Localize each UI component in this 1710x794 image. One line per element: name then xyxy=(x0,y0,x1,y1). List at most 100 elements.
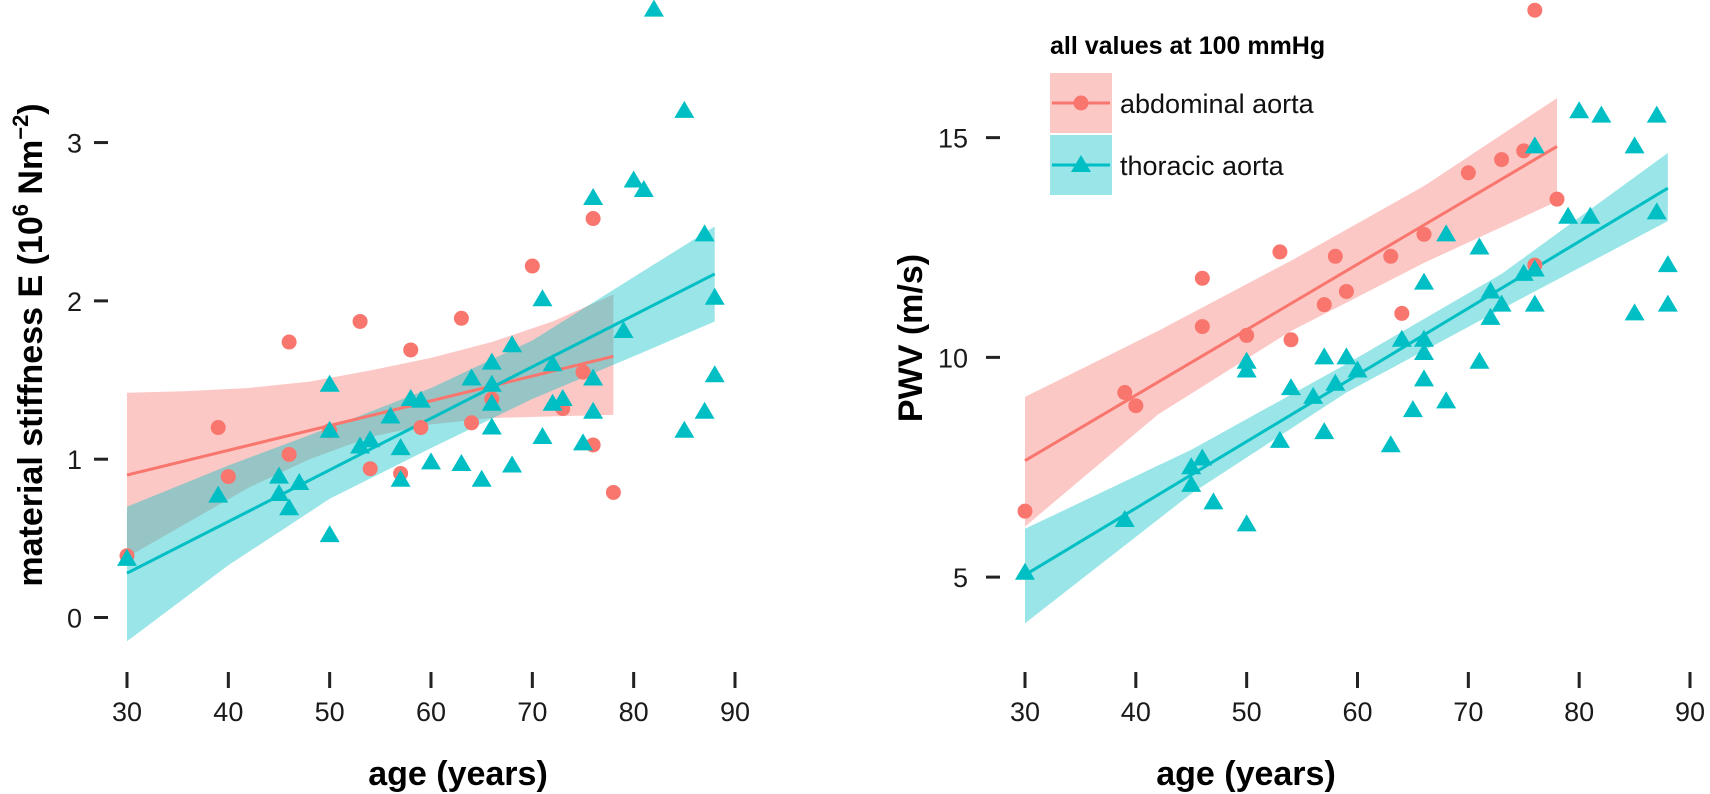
right-points xyxy=(1015,2,1678,580)
left-point-thoracic xyxy=(643,0,664,17)
left-point-thoracic xyxy=(542,393,563,411)
right-point-abdominal xyxy=(1128,398,1144,414)
right-fit-abdominal xyxy=(1024,145,1558,462)
left-point-thoracic xyxy=(461,368,482,386)
left-y-tick-label: 2 xyxy=(67,287,82,317)
left-point-thoracic xyxy=(390,469,411,487)
right-point-thoracic xyxy=(1414,369,1434,387)
right-point-thoracic xyxy=(1314,347,1335,365)
left-x-tick-label: 70 xyxy=(517,697,547,727)
right-point-thoracic xyxy=(1480,281,1501,299)
right-point-abdominal xyxy=(1017,503,1033,519)
left-point-abdominal xyxy=(575,364,591,380)
right-x-tick-label: 40 xyxy=(1121,697,1151,727)
right-point-thoracic xyxy=(1657,294,1678,312)
right-point-thoracic xyxy=(1236,360,1257,378)
right-x-tick-label: 70 xyxy=(1453,697,1483,727)
right-y-tick-label: 10 xyxy=(938,343,968,373)
left-point-thoracic xyxy=(360,430,381,448)
left-points xyxy=(117,0,725,566)
right-point-abdominal xyxy=(1460,165,1476,181)
right-point-thoracic xyxy=(1469,237,1490,255)
right-point-thoracic xyxy=(1325,373,1346,391)
left-x-tick-label: 60 xyxy=(416,697,446,727)
left-point-thoracic xyxy=(208,485,229,503)
left-point-abdominal xyxy=(585,211,601,227)
right-point-thoracic xyxy=(1480,307,1501,325)
left-y-axis-title: material stiffness E (106 Nm−2) xyxy=(8,103,50,586)
right-point-abdominal xyxy=(1549,191,1565,207)
left-point-thoracic xyxy=(502,455,523,473)
right-point-thoracic xyxy=(1591,105,1612,123)
right-point-thoracic xyxy=(1181,457,1202,475)
right-panel: 5 10 15 30 40 50 60 70 80 90 age (years) PWV (m/… xyxy=(892,2,1705,793)
right-point-thoracic xyxy=(1314,422,1335,440)
right-x-tick-label: 90 xyxy=(1675,697,1705,727)
left-point-thoracic xyxy=(704,287,725,305)
left-point-thoracic xyxy=(674,420,695,438)
left-point-thoracic xyxy=(532,289,553,307)
legend-title: all values at 100 mmHg xyxy=(1050,32,1325,60)
right-point-thoracic xyxy=(1380,435,1401,453)
right-point-thoracic xyxy=(1513,263,1534,281)
right-y-axis: 5 10 15 xyxy=(938,124,1000,593)
left-point-thoracic xyxy=(502,335,523,353)
right-bands xyxy=(1025,98,1668,624)
right-point-thoracic xyxy=(1436,391,1457,409)
left-point-thoracic xyxy=(269,484,289,502)
right-point-abdominal xyxy=(1272,244,1288,260)
right-x-tick-label: 80 xyxy=(1564,697,1594,727)
right-point-thoracic xyxy=(1436,224,1457,242)
right-point-thoracic xyxy=(1657,255,1678,273)
right-x-tick-label: 60 xyxy=(1342,697,1372,727)
legend: all values at 100 mmHg abdominal aorta t… xyxy=(1050,32,1325,195)
left-point-thoracic xyxy=(552,389,573,407)
right-point-abdominal xyxy=(1338,283,1354,299)
left-point-thoracic xyxy=(380,406,401,424)
left-point-thoracic xyxy=(704,365,725,383)
right-point-thoracic xyxy=(1303,386,1324,404)
left-point-abdominal xyxy=(281,334,297,350)
left-y-axis-title-sup: 6 xyxy=(8,204,33,216)
right-x-axis: 30 40 50 60 70 80 90 xyxy=(1010,672,1705,727)
left-point-thoracic xyxy=(481,393,502,411)
right-point-thoracic xyxy=(1269,430,1290,448)
left-point-thoracic xyxy=(573,433,593,451)
left-y-tick-label: 3 xyxy=(67,129,82,159)
right-y-tick-label: 5 xyxy=(953,563,968,593)
left-point-abdominal xyxy=(413,420,429,436)
right-point-abdominal xyxy=(1117,385,1133,401)
right-point-thoracic xyxy=(1414,329,1434,347)
right-point-thoracic xyxy=(1558,206,1579,224)
left-point-thoracic xyxy=(410,390,431,408)
right-point-abdominal xyxy=(1194,319,1210,335)
left-point-thoracic xyxy=(583,368,604,386)
left-point-abdominal xyxy=(220,469,236,485)
right-x-tick-label: 50 xyxy=(1232,697,1262,727)
left-y-axis: 0 1 2 3 xyxy=(67,129,108,634)
left-x-tick-label: 90 xyxy=(720,697,750,727)
right-point-thoracic xyxy=(1391,329,1412,347)
left-x-tick-label: 40 xyxy=(213,697,243,727)
right-point-abdominal xyxy=(1239,327,1255,343)
legend-marker-thoracic xyxy=(1071,155,1091,172)
left-panel: 0 1 2 3 30 40 50 60 70 80 90 age (years) material… xyxy=(8,0,750,793)
left-point-thoracic xyxy=(319,374,340,392)
left-point-thoracic xyxy=(583,187,604,205)
legend-label-abdominal: abdominal aorta xyxy=(1120,89,1315,119)
right-point-thoracic xyxy=(1236,514,1257,532)
left-point-abdominal xyxy=(453,310,469,326)
left-point-abdominal xyxy=(524,258,540,274)
left-point-thoracic xyxy=(117,548,137,566)
left-y-tick-label: 1 xyxy=(67,445,82,475)
right-point-thoracic xyxy=(1524,294,1545,312)
right-point-abdominal xyxy=(1316,297,1332,313)
left-point-thoracic xyxy=(481,417,502,435)
left-point-thoracic xyxy=(269,466,289,484)
right-x-axis-title: age (years) xyxy=(1156,755,1336,793)
right-point-abdominal xyxy=(1416,226,1432,242)
right-point-abdominal xyxy=(1527,2,1543,18)
right-y-tick-label: 15 xyxy=(938,124,968,154)
right-point-thoracic xyxy=(1491,294,1512,312)
